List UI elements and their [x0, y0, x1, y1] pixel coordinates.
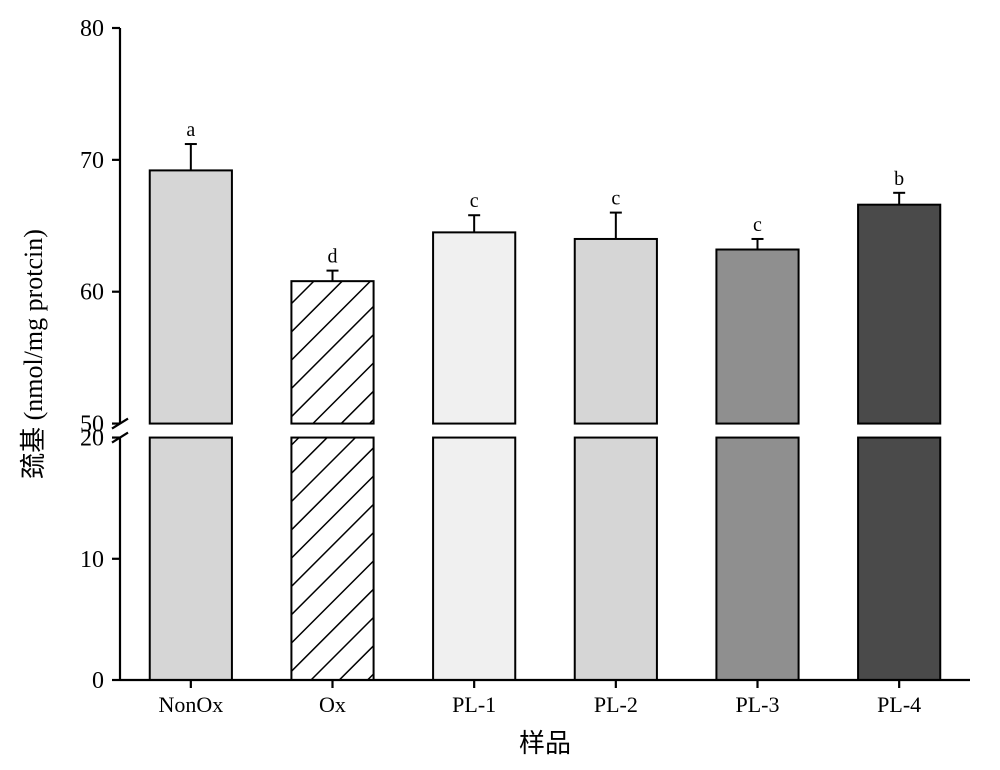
- bar-chart: aNonOxdOxcPL-1cPL-2cPL-3bPL-450607080010…: [0, 0, 1000, 770]
- x-tick-label-NonOx: NonOx: [158, 692, 223, 717]
- y-tick-label-70: 70: [80, 148, 104, 174]
- y-tick-label-80: 80: [80, 16, 104, 42]
- x-tick-label-PL-4: PL-4: [877, 692, 921, 717]
- x-tick-label-PL-2: PL-2: [594, 692, 638, 717]
- bar-lower-NonOx: [150, 438, 232, 680]
- bar-lower-PL-4: [858, 438, 940, 680]
- bar-upper-Ox: [291, 281, 373, 423]
- y-tick-label-0: 0: [92, 668, 104, 694]
- bar-sig-letter-NonOx: a: [186, 119, 195, 141]
- bar-sig-letter-PL-3: c: [753, 214, 762, 236]
- x-axis-label: 样品: [519, 729, 571, 758]
- bar-lower-PL-1: [433, 438, 515, 680]
- bar-lower-PL-2: [575, 438, 657, 680]
- bar-sig-letter-Ox: d: [328, 246, 338, 268]
- y-axis-label: 巯基 (nmol/mg protcin): [19, 229, 48, 479]
- x-tick-label-PL-1: PL-1: [452, 692, 496, 717]
- y-tick-label-20: 20: [80, 426, 104, 452]
- bar-lower-Ox: [291, 438, 373, 680]
- bar-upper-NonOx: [150, 170, 232, 423]
- bar-upper-PL-1: [433, 232, 515, 423]
- bar-upper-PL-2: [575, 239, 657, 424]
- bar-sig-letter-PL-2: c: [611, 188, 620, 210]
- bar-upper-PL-4: [858, 205, 940, 424]
- bar-sig-letter-PL-1: c: [470, 190, 479, 212]
- y-tick-label-10: 10: [80, 547, 104, 573]
- x-tick-label-PL-3: PL-3: [736, 692, 780, 717]
- chart-svg: aNonOxdOxcPL-1cPL-2cPL-3bPL-450607080010…: [0, 0, 1000, 770]
- bar-sig-letter-PL-4: b: [894, 168, 904, 190]
- x-tick-label-Ox: Ox: [319, 692, 346, 717]
- bar-lower-PL-3: [716, 438, 798, 680]
- bar-upper-PL-3: [716, 250, 798, 424]
- y-tick-label-60: 60: [80, 280, 104, 306]
